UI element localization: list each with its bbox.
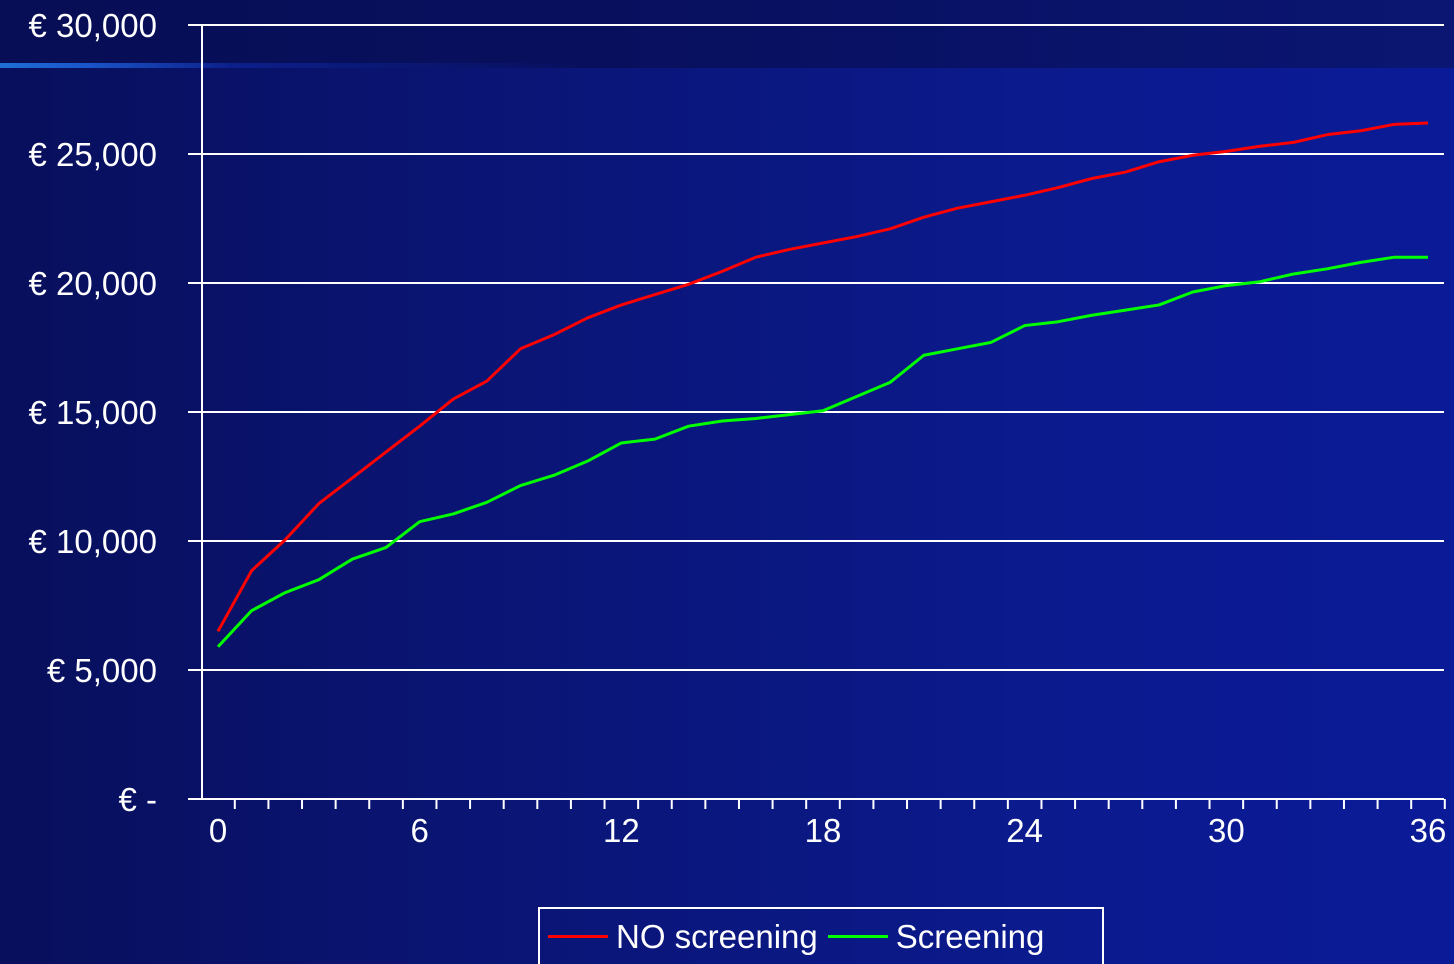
x-tick-label: 24	[1006, 812, 1043, 849]
x-tick-label: 18	[805, 812, 842, 849]
series-line-screening	[216, 255, 1428, 648]
x-tick-labels: 0 6 12 18 24 30 36	[209, 812, 1447, 849]
y-tick-label: € -	[118, 781, 157, 818]
header-accent-line	[0, 63, 1454, 68]
x-tick-label: 0	[209, 812, 227, 849]
legend-swatch-screening	[827, 935, 888, 938]
axes	[201, 25, 1446, 809]
chart-legend: NO screening Screening	[538, 907, 1104, 964]
series-lines	[216, 121, 1429, 648]
legend-item-no-screening: NO screening	[548, 920, 818, 953]
y-tick-label: € 5,000	[47, 652, 157, 689]
x-tick-label: 12	[603, 812, 640, 849]
legend-swatch-no-screening	[548, 935, 608, 938]
y-tick-labels: € - € 5,000 € 10,000 € 15,000 € 20,000 € 25,0…	[29, 7, 157, 818]
legend-label-screening: Screening	[895, 918, 1045, 955]
y-tick-label: € 30,000	[29, 7, 157, 44]
header-band	[0, 0, 1454, 68]
y-tick-label: € 15,000	[29, 394, 157, 431]
y-tick-label: € 25,000	[29, 136, 157, 173]
legend-label-no-screening: NO screening	[616, 918, 818, 955]
x-tick-label: 36	[1410, 812, 1447, 849]
x-tick-label: 6	[410, 812, 428, 849]
x-tick-label: 30	[1208, 812, 1245, 849]
y-tick-label: € 20,000	[29, 265, 157, 302]
series-line-no-screening	[216, 121, 1429, 633]
y-tick-label: € 10,000	[29, 523, 157, 560]
legend-item-screening: Screening	[827, 918, 1045, 955]
